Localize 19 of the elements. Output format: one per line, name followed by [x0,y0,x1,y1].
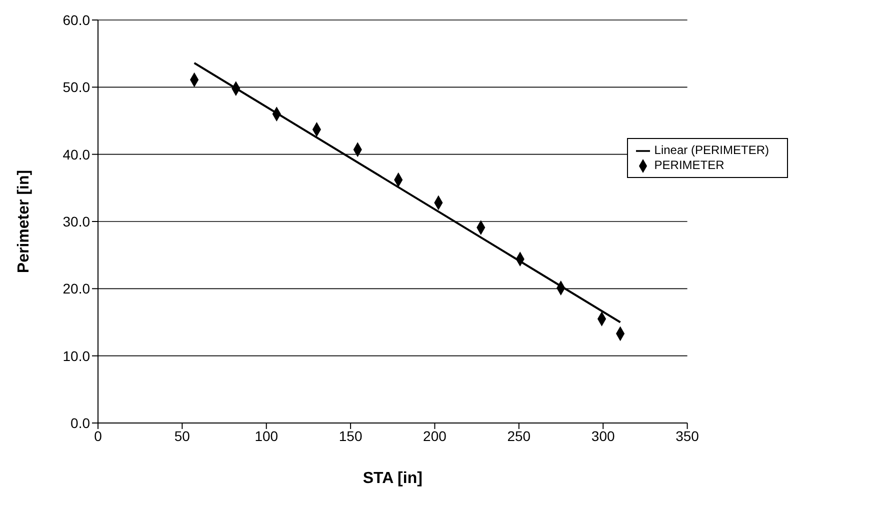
y-tick-label: 20.0 [62,280,90,297]
y-tick-label: 10.0 [62,348,90,364]
x-tick-label: 150 [338,428,362,444]
y-tick-label: 30.0 [62,213,90,230]
x-tick-label: 100 [254,428,278,444]
x-tick-label: 250 [507,428,531,444]
x-tick-label: 350 [676,428,700,444]
legend-label: Linear (PERIMETER) [654,143,769,157]
y-tick-label: 50.0 [62,79,90,96]
x-axis-title: STA [in] [362,470,422,487]
y-axis-title: Perimeter [in] [16,170,33,274]
x-tick-label: 0 [94,428,102,444]
legend-label: PERIMETER [654,158,724,172]
y-tick-label: 60.0 [62,12,90,28]
x-tick-label: 200 [423,428,447,444]
x-tick-label: 300 [591,428,616,444]
x-tick-label: 50 [174,428,190,444]
y-tick-label: 0.0 [70,414,90,431]
y-tick-label: 40.0 [62,146,90,162]
